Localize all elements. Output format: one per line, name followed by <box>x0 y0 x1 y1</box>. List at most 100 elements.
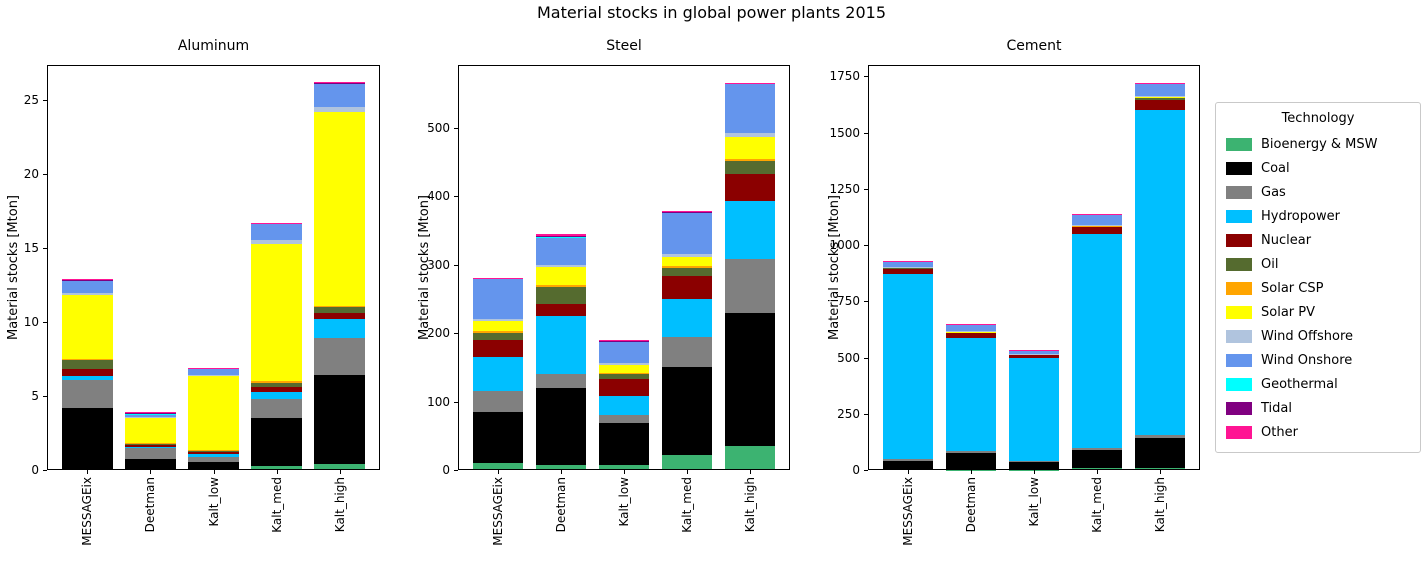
bar-segment <box>62 376 113 380</box>
x-tick-mark <box>87 470 89 474</box>
x-tick-mark <box>971 470 973 474</box>
bar-segment <box>62 368 113 377</box>
y-tick-mark <box>864 357 868 359</box>
bar-segment <box>661 212 713 254</box>
x-tick-label: MESSAGEix <box>901 477 916 546</box>
y-axis-label: Material stocks [Mton] <box>6 195 21 340</box>
y-tick-mark <box>864 470 868 471</box>
x-tick-mark <box>908 470 910 474</box>
bar-segment <box>1008 357 1060 461</box>
y-tick-mark <box>864 76 868 78</box>
bar-segment <box>883 461 934 470</box>
bar-segment <box>251 391 302 400</box>
y-tick-mark <box>454 264 458 266</box>
x-tick-label: Deetman <box>554 477 569 533</box>
bar-segment <box>473 411 524 464</box>
bar-segment <box>125 412 176 414</box>
bar-segment <box>62 295 113 359</box>
y-tick-mark <box>864 301 868 303</box>
y-tick-mark <box>43 470 47 471</box>
bar-segment <box>62 280 113 294</box>
y-tick-mark <box>864 188 868 190</box>
bar-segment <box>473 463 524 470</box>
bar-segment <box>724 158 775 162</box>
bar-segment <box>661 336 713 368</box>
bar-segment <box>598 372 650 374</box>
y-tick-label: 1250 <box>829 181 860 196</box>
y-tick-label: 200 <box>427 326 450 341</box>
bar-segment <box>473 340 524 358</box>
y-tick-label: 5 <box>31 389 39 404</box>
bar-segment <box>188 450 239 452</box>
bar-segment <box>62 358 113 360</box>
y-tick-label: 250 <box>837 406 860 421</box>
x-tick-mark <box>1096 470 1098 474</box>
bar-segment <box>945 333 997 338</box>
y-tick-mark <box>864 413 868 415</box>
legend-label: Tidal <box>1261 400 1292 416</box>
x-tick-mark <box>1034 470 1035 474</box>
bar-segment <box>1134 97 1185 100</box>
y-tick-mark <box>43 322 47 324</box>
bar-segment <box>598 464 650 470</box>
legend-item: Hydropower <box>1226 204 1410 228</box>
y-tick-mark <box>43 100 47 102</box>
y-tick-mark <box>43 248 47 250</box>
figure-title: Material stocks in global power plants 2… <box>536 3 887 22</box>
bar-segment <box>724 133 775 137</box>
bar-segment <box>473 320 524 332</box>
legend-swatch <box>1226 329 1252 343</box>
y-tick-label: 25 <box>23 93 39 108</box>
bar-segment <box>188 376 239 451</box>
bar-segment <box>883 261 934 267</box>
y-tick-label: 1750 <box>829 69 860 84</box>
bar-segment <box>661 268 713 277</box>
bar-segment <box>473 278 524 280</box>
y-tick-mark <box>454 401 458 403</box>
bar-segment <box>661 253 713 257</box>
bar-segment <box>661 298 713 337</box>
legend-label: Oil <box>1261 256 1279 272</box>
legend-item: Gas <box>1226 180 1410 204</box>
bar-segment <box>598 414 650 424</box>
legend-swatch <box>1226 305 1252 319</box>
bar-segment <box>314 313 365 320</box>
x-tick-mark <box>213 470 215 474</box>
bar-segment <box>883 268 934 275</box>
bar-segment <box>125 417 176 418</box>
x-tick-mark <box>150 470 152 474</box>
bar-segment <box>883 274 934 460</box>
y-tick-label: 1500 <box>829 125 860 140</box>
bar-segment <box>62 293 113 296</box>
bar-segment <box>251 418 302 466</box>
y-tick-label: 20 <box>23 167 39 182</box>
y-tick-label: 0 <box>852 463 860 477</box>
x-tick-label: MESSAGEix <box>80 477 95 546</box>
bar-segment <box>945 453 997 470</box>
bar-segment <box>724 446 775 470</box>
bar-segment <box>661 367 713 455</box>
bar-segment <box>945 337 997 452</box>
bar-segment <box>535 266 587 286</box>
bar-segment <box>1071 225 1123 227</box>
bar-segment <box>1134 83 1185 96</box>
legend-label: Wind Offshore <box>1261 328 1354 344</box>
bar-segment <box>251 243 302 382</box>
legend-item: Geothermal <box>1226 372 1410 396</box>
y-tick-mark <box>454 333 458 335</box>
x-tick-mark <box>624 470 625 474</box>
bar-segment <box>535 387 587 465</box>
bar-segment <box>945 451 997 454</box>
bar-segment <box>473 357 524 392</box>
legend-item: Solar CSP <box>1226 276 1410 300</box>
bar-segment <box>535 236 587 238</box>
bar-segment <box>125 458 176 470</box>
bar-segment <box>251 387 302 392</box>
bar-segment <box>724 201 775 260</box>
bar-segment <box>125 413 176 418</box>
bar-segment <box>1071 227 1123 235</box>
bar-segment <box>661 256 713 267</box>
legend: Technology Bioenergy & MSW Coal Gas Hydropo… <box>1215 102 1421 453</box>
bar-segment <box>251 465 302 470</box>
x-tick-label: Kalt_med <box>1089 477 1104 533</box>
